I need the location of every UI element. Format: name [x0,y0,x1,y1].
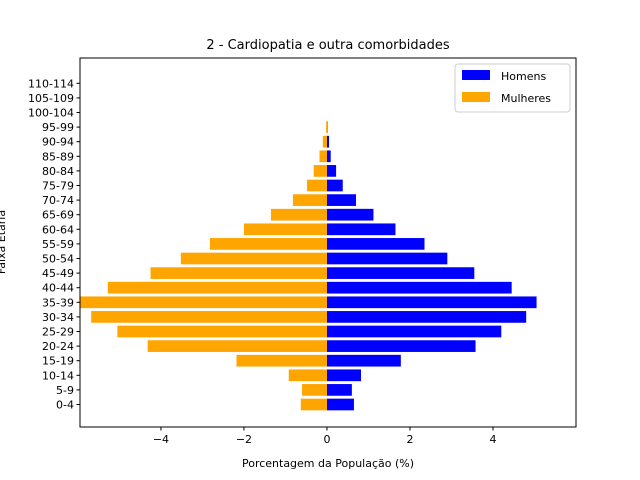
bar-mulheres-80-84 [313,165,327,177]
bar-mulheres-20-24 [147,340,327,352]
y-tick-label: 45-49 [42,267,74,280]
bar-mulheres-40-44 [107,281,327,294]
bar-mulheres-65-69 [270,208,327,221]
bar-mulheres-75-79 [307,179,327,192]
y-tick-label: 70-74 [42,194,74,207]
legend-label-mulheres: Mulheres [501,92,551,105]
x-tick-label: 4 [489,433,496,446]
bar-homens-65-69 [326,208,374,221]
bar-homens-5-9 [326,384,352,396]
legend-swatch-homens [462,70,490,80]
bar-mulheres-45-49 [150,267,327,279]
y-tick-label: 10-14 [42,369,74,382]
bar-homens-25-29 [326,325,502,338]
legend-label-homens: Homens [501,70,546,83]
bar-mulheres-35-39 [80,296,327,309]
y-tick-label: 25-29 [42,326,74,339]
x-axis: −4 −2 0 2 4 [153,427,496,446]
bar-homens-70-74 [326,194,357,206]
bar-mulheres-10-14 [288,369,327,382]
y-tick-label: 100-104 [28,107,74,120]
y-tick-label: 35-39 [42,296,74,309]
x-axis-label: Porcentagem da População (%) [242,457,414,470]
bar-homens-45-49 [326,267,475,279]
y-tick-label: 15-19 [42,355,74,368]
bar-homens-10-14 [326,369,361,382]
y-tick-label: 20-24 [42,340,74,353]
legend-swatch-mulheres [462,92,490,102]
bar-mulheres-85-89 [319,150,327,163]
bar-homens-85-89 [326,150,331,163]
bar-mulheres-70-74 [292,194,327,206]
bar-mulheres-95-99 [326,121,327,133]
x-tick-label: 2 [406,433,413,446]
y-tick-label: 0-4 [56,399,74,412]
bar-mulheres-90-94 [322,135,327,148]
x-tick-label: −4 [153,433,169,446]
bar-homens-50-54 [326,252,448,265]
bar-mulheres-50-54 [180,252,327,265]
bar-homens-55-59 [326,238,425,250]
y-tick-label: 105-109 [28,92,74,105]
bar-homens-30-34 [326,311,527,323]
bar-homens-60-64 [326,223,396,236]
legend: Homens Mulheres [454,63,571,113]
bar-mulheres-30-34 [91,311,327,323]
y-tick-label: 80-84 [42,165,74,178]
bar-homens-40-44 [326,281,512,294]
y-tick-label: 40-44 [42,282,74,295]
bar-mulheres-0-4 [300,398,327,411]
bar-mulheres-55-59 [209,238,327,250]
bar-homens-15-19 [326,354,401,367]
bar-homens-0-4 [326,398,354,411]
y-tick-label: 65-69 [42,209,74,222]
bar-homens-90-94 [326,135,330,148]
chart-title: 2 - Cardiopatia e outra comorbidades [206,38,449,53]
y-axis-label: Faixa Etária [0,210,8,274]
x-tick-label: 0 [323,433,330,446]
y-tick-label: 95-99 [42,121,74,134]
y-tick-label: 30-34 [42,311,74,324]
bar-homens-80-84 [326,165,337,177]
bar-mulheres-15-19 [236,354,327,367]
bar-mulheres-5-9 [302,384,327,396]
y-tick-label: 90-94 [42,136,74,149]
bar-homens-75-79 [326,179,343,192]
bar-homens-35-39 [326,296,537,309]
x-tick-label: −2 [236,433,252,446]
y-tick-label: 50-54 [42,253,74,266]
y-tick-label: 5-9 [56,384,74,397]
plot-frame [79,57,577,428]
bar-homens-20-24 [326,340,476,352]
bar-mulheres-25-29 [117,325,327,338]
y-tick-label: 110-114 [28,77,74,90]
bar-mulheres-60-64 [243,223,327,236]
y-tick-label: 85-89 [42,150,74,163]
bars-layer [80,121,537,411]
y-tick-label: 60-64 [42,223,74,236]
y-tick-label: 75-79 [42,180,74,193]
y-tick-label: 55-59 [42,238,74,251]
